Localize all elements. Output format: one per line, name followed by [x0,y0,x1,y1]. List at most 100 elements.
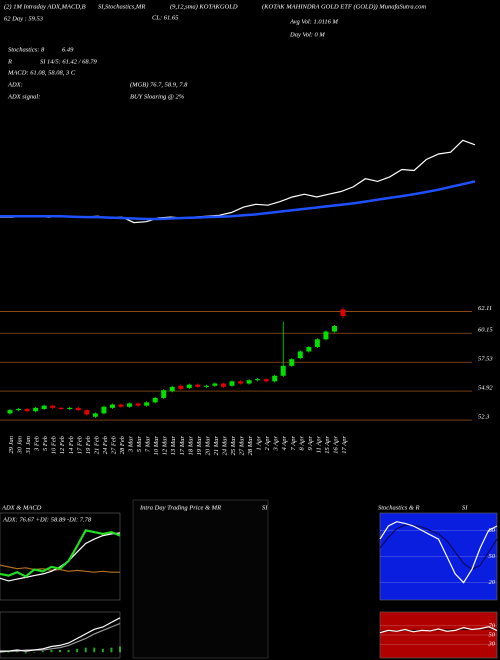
candle-body [118,404,124,407]
x-tick-label: 28 Mar [247,436,254,456]
series-line [0,180,476,221]
annotation: CL: 61.65 [152,14,179,21]
candle-body [229,381,235,386]
candle-body [212,383,218,386]
panel-frame [132,499,269,659]
candle-body [186,384,192,388]
candle-body [109,404,115,408]
x-tick-label: 24 Mar [221,436,228,456]
candle-body [323,331,329,340]
annotation: (MGB) 76.7, 58.9, 7.8 [130,81,188,88]
candle-body [169,386,175,392]
panel-subtitle: SI [462,504,468,511]
x-tick-label: 14 Feb [68,435,75,454]
panel-background [380,612,497,658]
series-line [0,532,121,582]
x-tick-label: 4 Apr [281,436,288,451]
annotation: 62 Day : 59.53 [4,15,44,22]
annotation: BUY Sloaring @ 2% [130,93,185,100]
x-tick-label: 29 Jan [8,436,15,454]
histogram-bar [59,649,61,653]
histogram-bar [50,649,53,653]
x-tick-label: 3 Apr [273,436,280,452]
panel-title: Stochastics & R [378,504,420,511]
annotation: Avg Vol: 1.0116 M [289,18,338,25]
annotation: (KOTAK MAHINDRA GOLD ETF (GOLD)) MunafaS… [262,3,426,10]
panel-title: ADX & MACD [1,504,42,511]
candle-body [75,407,81,411]
x-tick-label: 19 Mar [196,436,203,456]
candle-body [50,405,56,408]
x-tick-label: 9 Apr [307,436,314,451]
x-tick-label: 17 Apr [341,436,348,454]
x-tick-label: 25 Mar [230,436,237,456]
x-tick-label: 21 Feb [93,435,100,454]
candle-body [297,351,303,359]
histogram-bar [7,652,10,653]
candle-body [41,405,47,409]
histogram-bar [67,649,70,653]
y-tick-label: 60.15 [478,327,493,334]
x-tick-label: 17 Feb [76,435,83,454]
candle-body [161,390,167,398]
candle-body [314,339,320,348]
annotation: ADX signal: [7,93,40,100]
candle-body [238,381,244,384]
candle-body [178,385,184,390]
x-tick-label: 16 Apr [332,436,339,454]
candle-body [7,410,13,414]
x-tick-label: 31 Jan [25,436,32,455]
x-tick-label: 2 Apr [264,436,271,451]
histogram-bar [76,648,79,653]
x-tick-label: 24 Feb [102,435,109,454]
annotation: SI 14/5: 61.42 / 68.79 [40,58,97,65]
x-tick-label: 19 Feb [85,435,92,454]
x-tick-label: 5 Mar [136,436,143,453]
histogram-bar [41,651,44,653]
panel-frame [379,611,498,659]
candle-body [84,410,90,415]
annotation: ADX: 76.67 +DI: 58.89 -DI: 7.78 [2,516,92,523]
y-tick-label: 30 [488,641,496,648]
candle-body [67,407,73,409]
candle-body [280,365,286,376]
candle-body [246,380,252,384]
candle-body [58,407,64,409]
panel-frame [0,512,121,601]
candle-body [340,309,346,317]
histogram-bar [119,646,121,653]
candle-body [16,408,22,411]
candle-body [263,379,269,382]
series-line [379,524,498,571]
annotation: SI,Stochastics,MR [98,3,145,10]
candle-body [24,408,30,412]
candle-body [127,403,133,407]
y-tick-label: 50 [489,631,496,638]
candle-body [144,402,150,406]
x-tick-label: 3 Feb [34,435,41,452]
x-tick-label: 1 Apr [256,436,263,451]
x-tick-label: 27 Mar [239,436,246,456]
histogram-bar [93,647,96,653]
series-line [0,529,121,578]
annotation: (9,12,sma) KOTAKGOLD [170,3,238,10]
x-tick-label: 18 Mar [187,436,194,456]
annotation: MACD: 61.08, 58.08, 3 C [7,69,76,76]
candle-body [220,383,226,387]
x-tick-label: 20 Mar [204,436,211,456]
annotation: (2) 1M Intraday ADX,MACD,B [4,3,86,10]
annotation: ADX: [7,81,23,88]
x-tick-label: 11 Apr [315,436,322,454]
histogram-bar [33,652,36,653]
x-tick-label: 8 Apr [298,436,305,451]
y-tick-label: 54.92 [478,385,493,392]
series-line [379,626,498,634]
histogram-bar [24,652,27,654]
candle-body [289,359,295,366]
candle-body [195,384,201,387]
annotation: 6.49 [62,46,74,53]
panel-subtitle: SI [262,504,268,511]
x-tick-label: 17 Mar [179,436,186,456]
x-tick-label: 10 Mar [153,436,160,456]
